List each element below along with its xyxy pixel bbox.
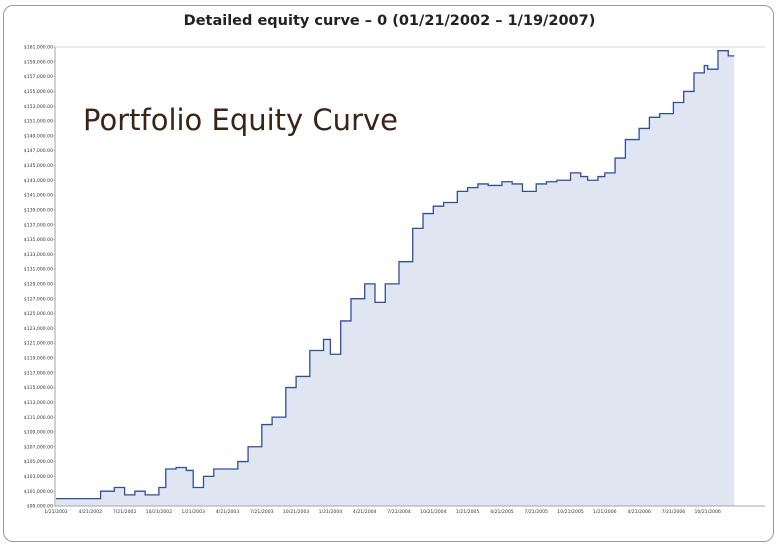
- y-tick-label: $149,000.00: [24, 133, 53, 139]
- y-tick-label: $129,000.00: [24, 282, 53, 288]
- y-tick-label: $123,000.00: [24, 326, 53, 332]
- y-tick-label: $121,000.00: [24, 341, 53, 347]
- y-tick-label: $115,000.00: [24, 385, 53, 391]
- y-tick-label: $135,000.00: [24, 237, 53, 243]
- y-tick-label: $157,000.00: [24, 74, 53, 80]
- y-tick-label: $137,000.00: [24, 222, 53, 228]
- y-tick-label: $101,000.00: [24, 489, 53, 495]
- x-tick-label: 7/21/2006: [662, 509, 686, 515]
- x-tick-label: 10/21/2006: [694, 509, 721, 515]
- y-tick-label: $117,000.00: [24, 370, 53, 376]
- x-tick-label: 4/21/2003: [216, 509, 240, 515]
- x-tick-label: 4/21/2002: [79, 509, 103, 515]
- x-tick-label: 1/21/2004: [319, 509, 343, 515]
- y-tick-label: $119,000.00: [24, 356, 53, 362]
- y-tick-label: $159,000.00: [24, 59, 53, 65]
- y-tick-label: $161,000.00: [24, 45, 53, 51]
- y-tick-label: $131,000.00: [24, 267, 53, 273]
- y-tick-label: $111,000.00: [24, 415, 53, 421]
- y-tick-label: $143,000.00: [24, 178, 53, 184]
- x-tick-label: 1/21/2003: [181, 509, 205, 515]
- y-tick-label: $155,000.00: [24, 89, 53, 95]
- y-tick-label: $145,000.00: [24, 163, 53, 169]
- equity-area-fill: [56, 50, 735, 506]
- y-tick-label: $153,000.00: [24, 104, 53, 110]
- y-tick-label: $125,000.00: [24, 311, 53, 317]
- x-tick-label: 7/21/2005: [524, 509, 548, 515]
- x-tick-label: 10/21/2004: [420, 509, 447, 515]
- y-tick-label: $109,000.00: [24, 430, 53, 436]
- y-tick-labels: $161,000.00 $159,000.00 $157,000.00 $155,00…: [24, 45, 55, 510]
- x-tick-label: 7/21/2002: [113, 509, 137, 515]
- y-tick-label: $105,000.00: [24, 459, 53, 465]
- equity-line: [56, 50, 735, 500]
- y-tick-label: $103,000.00: [24, 474, 53, 480]
- y-tick-label: $113,000.00: [24, 400, 53, 406]
- x-tick-labels: 1/21/2002 4/21/2002 7/21/2002 10/21/2002 1/2…: [44, 509, 721, 515]
- y-tick-label: $133,000.00: [24, 252, 53, 258]
- x-tick-label: 7/21/2003: [250, 509, 274, 515]
- chart-annotation: Portfolio Equity Curve: [83, 103, 398, 137]
- y-tick-label: $147,000.00: [24, 148, 53, 154]
- x-tick-label: 4/21/2004: [353, 509, 377, 515]
- x-tick-label: 7/21/2004: [387, 509, 411, 515]
- x-tick-label: 4/21/2005: [490, 509, 514, 515]
- y-tick-label: $127,000.00: [24, 296, 53, 302]
- y-tick-label: $139,000.00: [24, 207, 53, 213]
- y-tick-label: $141,000.00: [24, 193, 53, 199]
- chart-title: Detailed equity curve – 0 (01/21/2002 – …: [183, 13, 596, 29]
- y-tick-label: $107,000.00: [24, 444, 53, 450]
- x-tick-label: 10/21/2003: [283, 509, 310, 515]
- x-tick-label: 1/21/2002: [44, 509, 68, 515]
- y-tick-label: $151,000.00: [24, 119, 53, 125]
- x-tick-label: 10/21/2002: [146, 509, 173, 515]
- x-tick-label: 4/21/2006: [627, 509, 651, 515]
- x-tick-label: 1/21/2006: [593, 509, 617, 515]
- x-tick-label: 1/21/2005: [456, 509, 480, 515]
- x-tick-label: 10/21/2005: [557, 509, 584, 515]
- y-tick-label: $99,000.00: [27, 504, 53, 510]
